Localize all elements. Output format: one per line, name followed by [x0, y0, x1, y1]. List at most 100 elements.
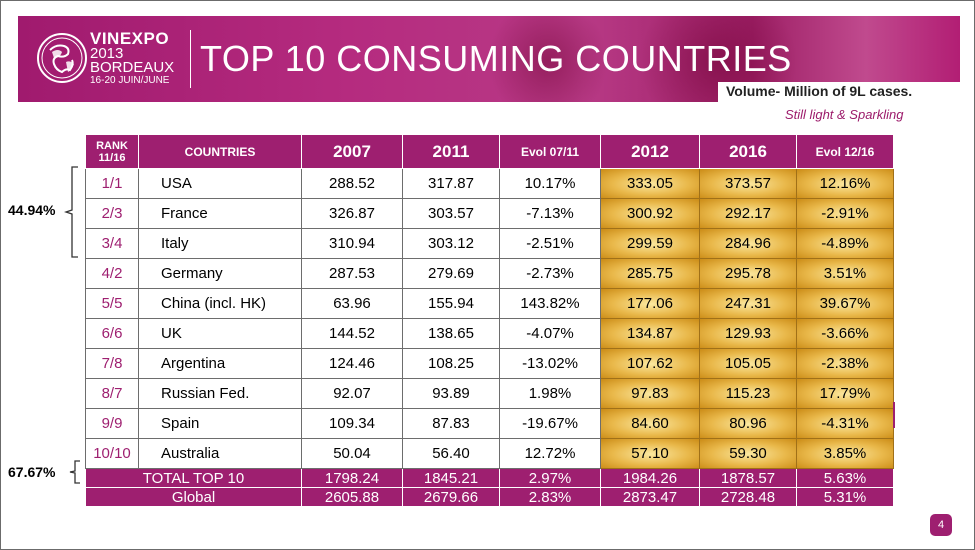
global-label: Global	[85, 487, 302, 507]
value-2011-cell: 93.89	[402, 378, 500, 409]
value-2012-cell: 84.60	[600, 408, 700, 439]
evol-07-11-cell: -13.02%	[499, 348, 601, 379]
value-2012-cell: 134.87	[600, 318, 700, 349]
country-cell: USA	[138, 168, 302, 199]
rank-cell: 10/10	[85, 438, 139, 469]
table-row: 9/9 Spain 109.34 87.83 -19.67% 84.60 80.96 -4.3…	[85, 408, 894, 439]
global-evol1-cell: 2.83%	[499, 487, 601, 507]
header-2016: 2016	[699, 134, 797, 169]
value-2016-cell: 292.17	[699, 198, 797, 229]
rank-cell: 7/8	[85, 348, 139, 379]
table-row: 3/4 Italy 310.94 303.12 -2.51% 299.59 284.96 -4…	[85, 228, 894, 259]
logo-dates: 16-20 JUIN/JUNE	[90, 75, 170, 86]
table-row: 5/5 China (incl. HK) 63.96 155.94 143.82% 177…	[85, 288, 894, 319]
evol-07-11-cell: 10.17%	[499, 168, 601, 199]
table-row: 4/2 Germany 287.53 279.69 -2.73% 285.75 295.78…	[85, 258, 894, 289]
value-2016-cell: 284.96	[699, 228, 797, 259]
value-2011-cell: 303.12	[402, 228, 500, 259]
evol-12-16-cell: 39.67%	[796, 288, 894, 319]
rank-cell: 5/5	[85, 288, 139, 319]
rank-cell: 4/2	[85, 258, 139, 289]
rank-cell: 2/3	[85, 198, 139, 229]
country-cell: Germany	[138, 258, 302, 289]
table-row: 10/10 Australia 50.04 56.40 12.72% 57.10 59.30…	[85, 438, 894, 469]
value-2007-cell: 326.87	[301, 198, 403, 229]
evol-07-11-cell: -2.73%	[499, 258, 601, 289]
table-row: 8/7 Russian Fed. 92.07 93.89 1.98% 97.83 115.2…	[85, 378, 894, 409]
header-2007: 2007	[301, 134, 403, 169]
header-2011: 2011	[402, 134, 500, 169]
value-2016-cell: 59.30	[699, 438, 797, 469]
global-row: Global 2605.88 2679.66 2.83% 2873.47 2728.48 5…	[85, 487, 894, 507]
header-evol-12-16: Evol 12/16	[796, 134, 894, 169]
globe-icon	[37, 33, 87, 83]
total-evol1-cell: 2.97%	[499, 468, 601, 488]
total-label: TOTAL TOP 10	[85, 468, 302, 488]
total-v2012-cell: 1984.26	[600, 468, 700, 488]
country-cell: UK	[138, 318, 302, 349]
value-2007-cell: 287.53	[301, 258, 403, 289]
total-v2007-cell: 1798.24	[301, 468, 403, 488]
subtitle-bar	[718, 82, 960, 102]
global-v2007-cell: 2605.88	[301, 487, 403, 507]
value-2007-cell: 50.04	[301, 438, 403, 469]
evol-12-16-cell: -3.66%	[796, 318, 894, 349]
consumption-table: RANK 11/16 COUNTRIES 2007 2011 Evol 07/1…	[85, 134, 894, 507]
logo-text: VINEXPO 2013 BORDEAUX 16-20 JUIN/JUNE	[90, 30, 174, 86]
rank-cell: 3/4	[85, 228, 139, 259]
value-2012-cell: 97.83	[600, 378, 700, 409]
value-2012-cell: 299.59	[600, 228, 700, 259]
total-evol2-cell: 5.63%	[796, 468, 894, 488]
country-cell: Argentina	[138, 348, 302, 379]
value-2011-cell: 279.69	[402, 258, 500, 289]
value-2016-cell: 115.23	[699, 378, 797, 409]
table-row: 1/1 USA 288.52 317.87 10.17% 333.05 373.57 12.1…	[85, 168, 894, 199]
country-cell: Australia	[138, 438, 302, 469]
logo-city: BORDEAUX	[90, 59, 175, 76]
evol-12-16-cell: 3.85%	[796, 438, 894, 469]
rank-cell: 9/9	[85, 408, 139, 439]
wine-glass-decoration	[488, 16, 608, 102]
top10-brace	[69, 460, 80, 484]
evol-07-11-cell: -19.67%	[499, 408, 601, 439]
category-note: Still light & Sparkling	[785, 107, 904, 122]
evol-12-16-cell: 3.51%	[796, 258, 894, 289]
global-v2016-cell: 2728.48	[699, 487, 797, 507]
total-row: TOTAL TOP 10 1798.24 1845.21 2.97% 1984.26 18…	[85, 468, 894, 488]
page-number: 4	[930, 514, 952, 536]
page-title: TOP 10 CONSUMING COUNTRIES	[200, 38, 792, 79]
value-2012-cell: 177.06	[600, 288, 700, 319]
country-cell: Italy	[138, 228, 302, 259]
table-row: 2/3 France 326.87 303.57 -7.13% 300.92 292.17-…	[85, 198, 894, 229]
evol-07-11-cell: -2.51%	[499, 228, 601, 259]
header-countries: COUNTRIES	[138, 134, 302, 169]
value-2012-cell: 57.10	[600, 438, 700, 469]
table-header-row: RANK 11/16 COUNTRIES 2007 2011 Evol 07/1…	[85, 134, 894, 169]
table-row: 7/8 Argentina 124.46 108.25 -13.02% 107.62 105…	[85, 348, 894, 379]
rank-cell: 8/7	[85, 378, 139, 409]
total-v2011-cell: 1845.21	[402, 468, 500, 488]
country-cell: China (incl. HK)	[138, 288, 302, 319]
country-cell: Russian Fed.	[138, 378, 302, 409]
rank-cell: 6/6	[85, 318, 139, 349]
value-2011-cell: 87.83	[402, 408, 500, 439]
evol-07-11-cell: -4.07%	[499, 318, 601, 349]
evol-07-11-cell: -7.13%	[499, 198, 601, 229]
global-v2011-cell: 2679.66	[402, 487, 500, 507]
header-rank: RANK 11/16	[85, 134, 139, 169]
page-subtitle: Volume- Million of 9L cases.	[726, 83, 913, 99]
value-2007-cell: 144.52	[301, 318, 403, 349]
value-2016-cell: 373.57	[699, 168, 797, 199]
value-2012-cell: 333.05	[600, 168, 700, 199]
value-2016-cell: 80.96	[699, 408, 797, 439]
value-2011-cell: 56.40	[402, 438, 500, 469]
global-v2012-cell: 2873.47	[600, 487, 700, 507]
logo-year: 2013	[90, 45, 124, 62]
accent-tick	[893, 402, 895, 428]
header-banner: VINEXPO 2013 BORDEAUX 16-20 JUIN/JUNE TO…	[18, 16, 960, 102]
vinexpo-logo: VINEXPO 2013 BORDEAUX 16-20 JUIN/JUNE	[30, 16, 190, 102]
country-cell: Spain	[138, 408, 302, 439]
top3-share-label: 44.94%	[8, 202, 56, 218]
logo-brand: VINEXPO	[90, 29, 170, 48]
country-cell: France	[138, 198, 302, 229]
